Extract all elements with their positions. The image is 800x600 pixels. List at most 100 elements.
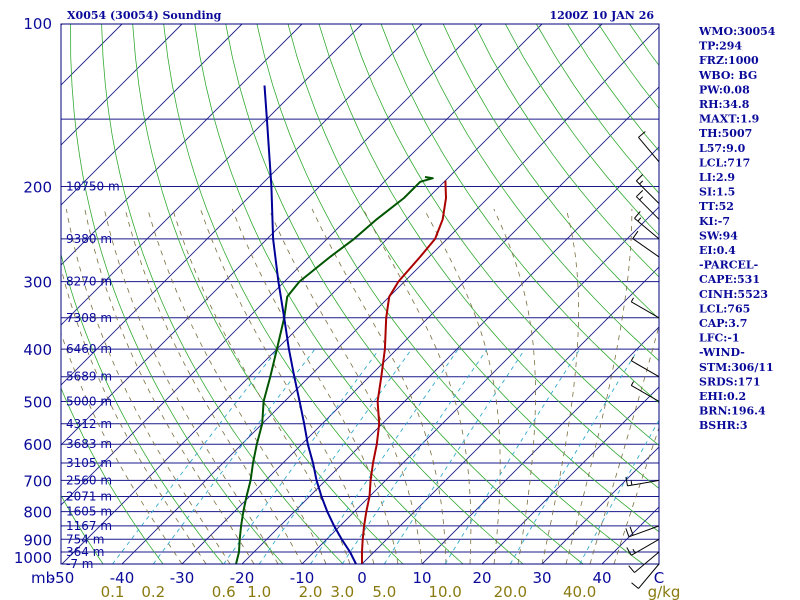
mixing-ratio-line [444, 348, 581, 564]
height-label: 3105 m [66, 456, 112, 470]
isotherm-line [61, 24, 303, 266]
dry-adiabat-line [473, 24, 659, 278]
height-label: 2071 m [66, 490, 112, 504]
height-label: 5000 m [66, 394, 112, 408]
isotherm-line [421, 326, 659, 564]
dry-adiabat-line [61, 494, 104, 564]
dry-adiabat-line [723, 24, 800, 564]
dry-adiabat-line [380, 24, 659, 404]
isotherm-line [61, 24, 483, 446]
isotherm-line [662, 24, 800, 564]
dry-adiabat-line [442, 24, 659, 320]
moist-adiabat-line [541, 208, 580, 564]
moist-adiabat-line [124, 208, 303, 564]
mixing-ratio-line [152, 348, 316, 564]
wind-barb [630, 356, 660, 378]
wind-barb-flag [630, 381, 634, 386]
wind-barb-staff [634, 217, 660, 240]
dry-adiabat-line [349, 24, 659, 446]
dry-adiabat-line [225, 24, 584, 564]
mixing-ratio-tick-label: 3.0 [330, 583, 354, 600]
pressure-tick-label: 900 [23, 531, 52, 549]
isotherm-line [61, 24, 363, 326]
wind-barb-flag [630, 356, 634, 361]
moist-adiabat-line [565, 208, 633, 564]
isotherm-line [481, 386, 659, 564]
moist-adiabat-line [311, 208, 447, 564]
isotherm-line [61, 24, 243, 206]
moist-adiabat-line [268, 208, 423, 564]
moist-adiabat-line [172, 208, 351, 564]
mixing-ratio-line [383, 348, 526, 564]
wind-barb-flag [636, 189, 644, 198]
height-label: 4312 m [66, 417, 112, 431]
pressure-tick-label: 500 [23, 393, 52, 411]
plot-area [61, 24, 659, 564]
mixing-ratio-tick-label: 2.0 [299, 583, 323, 600]
dry-adiabat-line [70, 24, 284, 564]
height-label: 8270 m [66, 275, 112, 289]
dry-adiabat-line [692, 24, 800, 564]
wind-barb-staff [634, 551, 660, 573]
temperature-tick-label: -40 [110, 569, 135, 587]
temperature-unit-label: C [654, 569, 664, 587]
pressure-tick-label: 200 [23, 179, 52, 197]
temperature-tick-label: 40 [592, 569, 611, 587]
isotherm-line [61, 24, 183, 146]
wind-barb-flag [630, 480, 633, 486]
moist-adiabat-line [65, 208, 231, 564]
pressure-tick-label: 400 [23, 341, 52, 359]
dry-adiabat-line [661, 24, 800, 564]
dewpoint-profile [235, 176, 434, 564]
mixing-ratio-tick-label: 0.1 [101, 583, 125, 600]
plot-frame [60, 23, 660, 565]
isotherm-line [241, 146, 659, 564]
pressure-unit-label: mb [31, 569, 55, 587]
height-label: 1605 m [66, 505, 112, 519]
mixing-ratio-tick-label: 10.0 [428, 583, 461, 600]
chart-valid-time: 1200Z 10 JAN 26 [549, 9, 654, 22]
mixing-ratio-unit-label: g/kg [648, 583, 681, 600]
mixing-ratio-line [223, 348, 380, 564]
dry-adiabat-line [256, 24, 644, 564]
moist-adiabat-line [362, 208, 472, 564]
dry-adiabat-line [318, 24, 659, 489]
isotherm-line [61, 24, 603, 564]
wind-barb-staff [631, 360, 660, 378]
wind-barb-flag [638, 131, 646, 138]
wind-barb-flag [625, 528, 630, 538]
wind-barb-staff [631, 301, 660, 319]
height-label: 9380 m [66, 232, 112, 246]
pressure-tick-label: 800 [23, 504, 52, 522]
temperature-tick-label: -10 [290, 569, 315, 587]
wind-barb-flag [631, 582, 639, 589]
moist-adiabat-line [493, 208, 536, 564]
wind-barb [634, 211, 660, 240]
chart-title: X0054 (30054) Sounding [67, 9, 222, 22]
wind-barb-flag [625, 476, 628, 486]
wind-barb [638, 131, 660, 163]
moist-adiabat-line [103, 208, 279, 564]
grid-layer [61, 24, 800, 564]
isotherm-line [61, 24, 423, 386]
wind-barb-flag [636, 174, 644, 182]
height-label: 5689 m [66, 370, 112, 384]
temperature-tick-label: -50 [50, 569, 75, 587]
dry-adiabat-line [61, 387, 164, 564]
isotherm-line [541, 446, 659, 564]
height-label: 2560 m [66, 473, 112, 487]
wind-barb-staff [628, 525, 660, 538]
isotherm-line [301, 206, 659, 564]
height-label: 1167 m [66, 519, 112, 533]
temperature-tick-label: 10 [412, 569, 431, 587]
moist-adiabat-line [613, 426, 659, 564]
mixing-ratio-tick-label: 40.0 [563, 583, 596, 600]
dry-adiabat-line [785, 24, 800, 564]
temperature-tick-label: 20 [472, 569, 491, 587]
dry-adiabat-line [411, 24, 659, 362]
wind-barb [630, 381, 660, 402]
dry-adiabat-line [194, 24, 524, 564]
wind-barb-flag [632, 230, 639, 239]
mixing-ratio-line [112, 348, 278, 564]
